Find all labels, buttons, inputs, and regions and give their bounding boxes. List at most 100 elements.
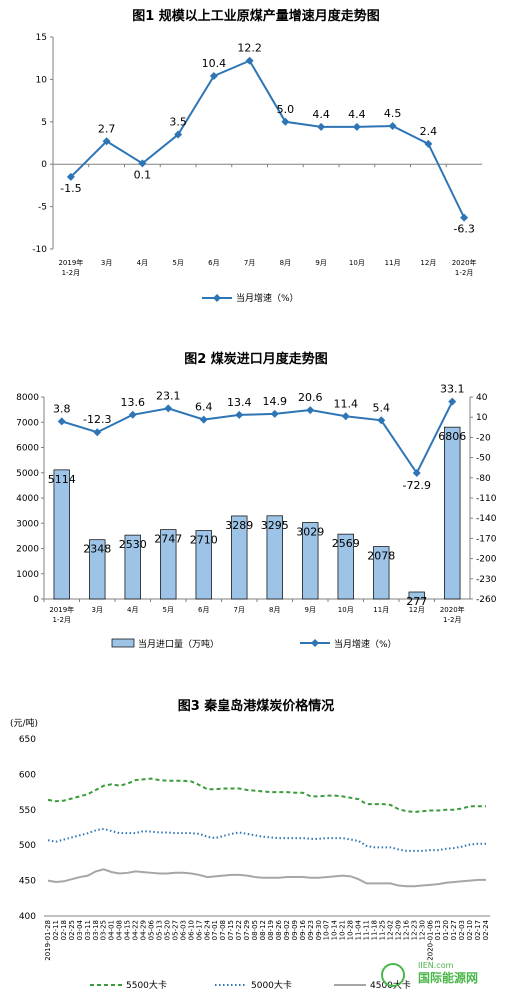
watermark: IIEN.com 国际能源网 — [381, 961, 478, 987]
watermark-name: 国际能源网 — [418, 970, 478, 985]
series-5500-line — [47, 777, 486, 813]
growth-point — [412, 469, 421, 478]
legend-diamond-marker — [213, 294, 221, 302]
bar-label: 277 — [406, 595, 427, 608]
x-tick-label: 10-21 — [339, 920, 347, 940]
data-label: 10.4 — [202, 57, 227, 70]
x-tick-label: 02-11 — [52, 920, 60, 940]
x-tick-label: 06-10 — [187, 920, 195, 940]
growth-point — [128, 410, 137, 419]
data-point — [281, 117, 290, 126]
x-tick-label: 08-26 — [275, 919, 283, 940]
x-tick-label: 04-22 — [132, 920, 140, 940]
x-tick-label: 8月 — [280, 259, 291, 267]
x-tick-label: 4月 — [137, 259, 148, 267]
chart1-plot: -10 -5 0 5 10 15 2019年 1-2月 3月 4月 5月 6月 7月 8月 9月 10月 11月… — [32, 33, 482, 277]
x-tick-label: 03-11 — [84, 920, 92, 940]
x-tick-label: 08-19 — [267, 920, 275, 940]
x-tick-label: 03-25 — [100, 920, 108, 940]
bar-label: 6806 — [438, 430, 466, 443]
watermark-site: IIEN.com — [418, 961, 454, 970]
x-tick-label: 10月 — [338, 606, 354, 614]
y-tick-label-left: 0 — [33, 595, 39, 605]
y-tick-label-left: 1000 — [16, 570, 39, 580]
chart1-title: 图1 规模以上工业原煤产量增速月度走势图 — [132, 8, 380, 24]
bar-label: 2747 — [154, 533, 182, 546]
x-tick-label: 11-11 — [363, 920, 371, 940]
x-tick-label: 02-18 — [60, 920, 68, 940]
series-line — [70, 59, 466, 219]
x-tick-label: 04-01 — [108, 920, 116, 940]
data-point — [174, 130, 183, 139]
x-tick-label: 12-30 — [418, 920, 426, 940]
x-tick-label: 11-04 — [355, 919, 363, 940]
y-tick-label-right: -230 — [476, 575, 497, 585]
data-label: 2.4 — [420, 125, 438, 138]
bar-label: 2710 — [190, 534, 218, 547]
watermark-logo-icon — [381, 963, 405, 987]
series-5000-line — [47, 827, 486, 852]
x-tick-label: 01-27 — [450, 920, 458, 940]
x-tick-label: 11-18 — [371, 920, 379, 940]
growth-point — [164, 404, 173, 413]
x-tick-label: 07-08 — [219, 920, 227, 940]
growth-label: 3.8 — [53, 402, 71, 415]
x-tick-label: 06-17 — [195, 920, 203, 940]
y-tick-label-right: 40 — [476, 393, 488, 403]
y-tick-label-right: 10 — [476, 413, 488, 423]
x-tick-label: 5月 — [163, 606, 174, 614]
chart2-legend-line-label: 当月增速（%） — [334, 638, 397, 650]
bar — [444, 426, 461, 600]
bar — [231, 515, 248, 600]
x-tick-label: 05-13 — [155, 920, 163, 940]
x-tick-label: 10-28 — [347, 920, 355, 940]
bar — [337, 533, 354, 600]
y-tick-label: -5 — [38, 203, 47, 213]
x-tick-label: 01-20 — [442, 920, 450, 940]
bar — [53, 469, 70, 600]
y-tick-label-left: 6000 — [16, 444, 39, 454]
x-tick-label: 12-23 — [410, 920, 418, 940]
x-tick-label: 07-22 — [235, 920, 243, 940]
bar — [302, 522, 319, 600]
growth-label: 23.1 — [156, 389, 181, 402]
chart1-legend-label: 当月增速（%） — [236, 292, 299, 304]
growth-label: 5.4 — [373, 401, 391, 414]
y-tick-label-right: -20 — [476, 433, 491, 443]
x-tick-label: 5月 — [172, 259, 183, 267]
growth-label: 11.4 — [334, 397, 359, 410]
y-tick-label-right: -260 — [476, 595, 497, 605]
x-tick-label: 3月 — [101, 259, 112, 267]
x-tick-label: 6月 — [198, 606, 209, 614]
y-tick-label-right: -80 — [476, 474, 491, 484]
data-label: 4.4 — [348, 108, 366, 121]
x-tick-label: 11-25 — [378, 920, 386, 940]
y-tick-label-right: -110 — [476, 494, 497, 504]
x-tick-label: 04-08 — [116, 920, 124, 940]
y-tick-label-left: 8000 — [16, 393, 39, 403]
chart3-legend: 5500大卡 5000大卡 4500大卡 — [90, 979, 411, 991]
bar — [195, 530, 212, 600]
x-tick-label: 08-05 — [251, 920, 259, 940]
y-tick-label: 10 — [36, 75, 48, 85]
x-tick-label: 08-12 — [259, 920, 267, 940]
y-tick-label: 5 — [41, 118, 47, 128]
data-label: 0.1 — [134, 168, 152, 181]
y-tick-label: 550 — [19, 806, 36, 816]
growth-point — [93, 428, 102, 437]
x-tick-label: 02-17 — [474, 920, 482, 940]
data-point — [424, 139, 433, 148]
bar — [266, 515, 283, 600]
growth-label: 13.6 — [121, 396, 146, 409]
bar-label: 3029 — [296, 526, 324, 539]
data-point — [66, 172, 75, 181]
x-tick-label: 12月 — [420, 259, 436, 267]
growth-label: 14.9 — [263, 395, 288, 408]
y-tick-label: 0 — [41, 160, 47, 170]
x-tick-label: 04-15 — [124, 920, 132, 940]
y-tick-label-left: 3000 — [16, 519, 39, 529]
x-tick-label: 09-16 — [299, 919, 307, 940]
data-point — [352, 122, 361, 131]
x-tick-label: 11月 — [385, 259, 401, 267]
